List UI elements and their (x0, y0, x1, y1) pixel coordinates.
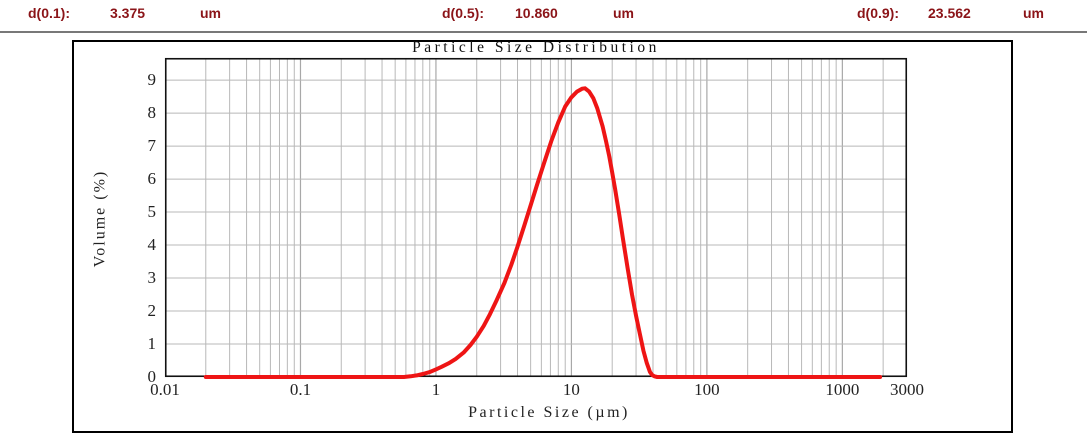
x-tick-label: 1 (431, 380, 441, 399)
plot-border (164, 57, 908, 378)
y-tick-label: 0 (147, 367, 157, 386)
y-tick-label: 8 (147, 103, 157, 123)
x-tick-label: 0.01 (150, 380, 180, 399)
percentile-unit: um (200, 5, 221, 21)
chart-frame (72, 40, 1013, 433)
x-tick-label: 0.1 (289, 380, 312, 399)
percentile-unit: um (613, 5, 634, 21)
x-tick-label: 3000 (890, 380, 924, 399)
y-axis-label: Volume (%) (91, 169, 109, 268)
x-tick-label: 100 (694, 380, 720, 399)
y-tick-label: 4 (147, 235, 157, 255)
x-axis-label: Particle Size (µm) (468, 404, 630, 421)
y-tick-label: 7 (147, 136, 157, 156)
distribution-curve (203, 86, 883, 379)
x-tick-label: 1000 (825, 380, 860, 399)
header-separator (0, 31, 1087, 33)
percentile-unit: um (1023, 5, 1044, 21)
x-tick-label: 10 (562, 380, 580, 399)
y-tick-label: 9 (147, 70, 157, 90)
percentile-label: d(0.5): (442, 5, 484, 21)
y-tick-label: 6 (147, 169, 157, 189)
y-tick-label: 1 (147, 334, 157, 353)
percentile-label: d(0.1): (28, 5, 70, 21)
chart-title: Particle Size Distribution (412, 39, 660, 56)
y-tick-label: 2 (147, 301, 157, 321)
percentile-value: 23.562 (928, 5, 971, 21)
y-tick-label: 5 (147, 202, 157, 222)
distribution-plot (164, 57, 908, 379)
y-tick-label: 3 (147, 268, 157, 288)
percentile-label: d(0.9): (857, 5, 899, 21)
percentile-value: 3.375 (110, 5, 146, 21)
percentile-value: 10.860 (515, 5, 558, 21)
